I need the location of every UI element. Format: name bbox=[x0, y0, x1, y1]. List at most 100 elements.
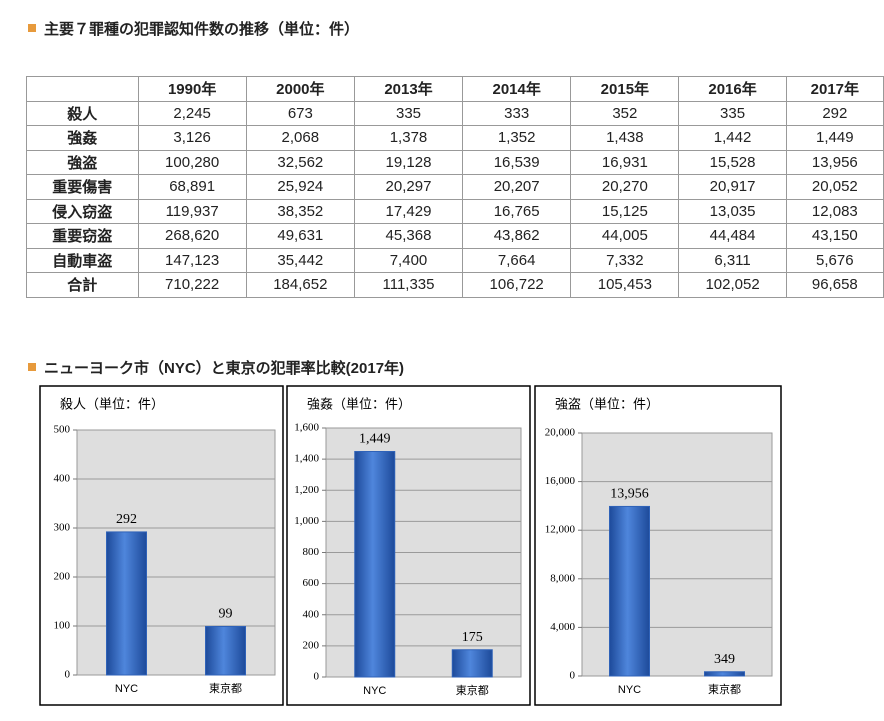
y-tick-label: 12,000 bbox=[545, 524, 576, 536]
cell: 35,442 bbox=[245, 247, 355, 273]
cell: 19,128 bbox=[353, 149, 464, 175]
table-row: 合計 710,222 184,652 111,335 106,722 105,453 102… bbox=[26, 272, 884, 298]
header-cell: 2017年 bbox=[785, 76, 884, 102]
table-row: 自動車盗 147,123 35,442 7,400 7,664 7,332 6,311 5,6… bbox=[26, 247, 884, 273]
y-tick-label: 400 bbox=[303, 608, 320, 620]
cell: 106,722 bbox=[462, 272, 572, 298]
cell: 20,270 bbox=[570, 174, 680, 200]
x-tick-label: 東京都 bbox=[209, 681, 242, 695]
chart-title: 強盗（単位：件） bbox=[555, 396, 659, 411]
y-tick-label: 600 bbox=[303, 577, 320, 589]
cell: 102,052 bbox=[678, 272, 787, 298]
crime-table: 1990年 2000年 2013年 2014年 2015年 2016年 2017年 殺人 2,2… bbox=[26, 76, 884, 298]
table-row: 侵入窃盗 119,937 38,352 17,429 16,765 15,125 13,03… bbox=[26, 198, 884, 224]
cell: 16,765 bbox=[462, 198, 572, 224]
cell: 17,429 bbox=[353, 198, 464, 224]
row-label: 殺人 bbox=[26, 100, 139, 126]
row-label: 自動車盗 bbox=[26, 247, 139, 273]
cell: 1,352 bbox=[462, 125, 572, 151]
y-tick-label: 0 bbox=[314, 671, 320, 683]
cell: 292 bbox=[785, 100, 884, 126]
header-row: 1990年 2000年 2013年 2014年 2015年 2016年 2017年 bbox=[26, 76, 884, 102]
data-label: 1,449 bbox=[359, 432, 391, 447]
data-label: 292 bbox=[116, 512, 137, 527]
header-cell: 2000年 bbox=[245, 76, 355, 102]
cell: 16,931 bbox=[570, 149, 680, 175]
cell: 13,956 bbox=[785, 149, 884, 175]
y-tick-label: 1,200 bbox=[294, 484, 319, 496]
row-label: 強盗 bbox=[26, 149, 139, 175]
y-tick-label: 500 bbox=[54, 424, 71, 436]
corner-cell bbox=[26, 76, 139, 102]
y-tick-label: 300 bbox=[54, 522, 71, 534]
y-tick-label: 16,000 bbox=[545, 475, 576, 487]
y-tick-label: 400 bbox=[54, 473, 71, 485]
y-tick-label: 1,600 bbox=[294, 422, 319, 434]
y-tick-label: 20,000 bbox=[545, 427, 576, 439]
y-tick-label: 200 bbox=[54, 571, 71, 583]
x-tick-label: 東京都 bbox=[708, 682, 741, 696]
cell: 96,658 bbox=[785, 272, 884, 298]
data-label: 13,956 bbox=[610, 487, 649, 502]
cell: 335 bbox=[353, 100, 464, 126]
data-label: 99 bbox=[219, 607, 233, 622]
cell: 7,664 bbox=[462, 247, 572, 273]
y-tick-label: 800 bbox=[303, 546, 320, 558]
cell: 105,453 bbox=[570, 272, 680, 298]
cell: 111,335 bbox=[353, 272, 464, 298]
cell: 184,652 bbox=[245, 272, 355, 298]
y-tick-label: 100 bbox=[54, 620, 71, 632]
cell: 38,352 bbox=[245, 198, 355, 224]
y-tick-label: 1,400 bbox=[294, 453, 319, 465]
bar bbox=[704, 671, 745, 677]
cell: 32,562 bbox=[245, 149, 355, 175]
cell: 2,245 bbox=[137, 100, 247, 126]
x-tick-label: NYC bbox=[363, 685, 386, 697]
y-tick-label: 0 bbox=[570, 670, 576, 682]
bar bbox=[354, 450, 396, 678]
table-row: 強盗 100,280 32,562 19,128 16,539 16,931 15,528 1… bbox=[26, 149, 884, 175]
chart-title: 強姦（単位：件） bbox=[307, 396, 411, 411]
heading: 主要７罪種の犯罪認知件数の推移（単位：件） bbox=[28, 18, 359, 39]
cell: 100,280 bbox=[137, 149, 247, 175]
row-label: 強姦 bbox=[26, 125, 139, 151]
cell: 20,052 bbox=[785, 174, 884, 200]
header-cell: 1990年 bbox=[137, 76, 247, 102]
cell: 1,449 bbox=[785, 125, 884, 151]
table-row: 強姦 3,126 2,068 1,378 1,352 1,438 1,442 1,449 bbox=[26, 125, 884, 151]
chart-title: 殺人（単位：件） bbox=[60, 396, 164, 411]
cell: 20,297 bbox=[353, 174, 464, 200]
y-tick-label: 4,000 bbox=[550, 621, 575, 633]
header-cell: 2013年 bbox=[353, 76, 464, 102]
cell: 710,222 bbox=[137, 272, 247, 298]
x-tick-label: 東京都 bbox=[456, 683, 489, 697]
data-label: 349 bbox=[714, 652, 735, 667]
cell: 12,083 bbox=[785, 198, 884, 224]
x-tick-label: NYC bbox=[618, 684, 641, 696]
cell: 673 bbox=[245, 100, 355, 126]
heading: ニューヨーク市（NYC）と東京の犯罪率比較(2017年) bbox=[28, 357, 404, 378]
bar bbox=[205, 625, 246, 676]
bar bbox=[609, 505, 650, 677]
cell: 20,917 bbox=[678, 174, 787, 200]
y-tick-label: 0 bbox=[65, 669, 71, 681]
data-label: 175 bbox=[462, 630, 483, 645]
cell: 335 bbox=[678, 100, 787, 126]
cell: 352 bbox=[570, 100, 680, 126]
cell: 268,620 bbox=[137, 223, 247, 249]
x-tick-label: NYC bbox=[115, 683, 138, 695]
bar bbox=[451, 649, 493, 678]
cell: 5,676 bbox=[785, 247, 884, 273]
table-row: 殺人 2,245 673 335 333 352 335 292 bbox=[26, 100, 884, 126]
row-label: 重要傷害 bbox=[26, 174, 139, 200]
cell: 49,631 bbox=[245, 223, 355, 249]
bar bbox=[106, 531, 147, 676]
cell: 44,484 bbox=[678, 223, 787, 249]
cell: 1,378 bbox=[353, 125, 464, 151]
cell: 15,528 bbox=[678, 149, 787, 175]
row-label: 合計 bbox=[26, 272, 139, 298]
y-tick-label: 200 bbox=[303, 639, 320, 651]
cell: 43,150 bbox=[785, 223, 884, 249]
